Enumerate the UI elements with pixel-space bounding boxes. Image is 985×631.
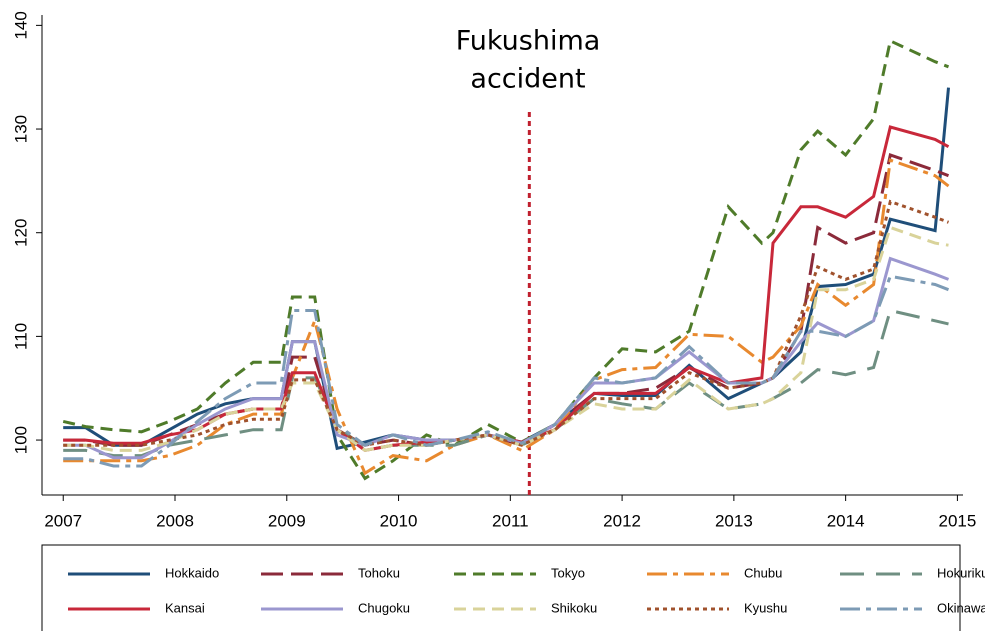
series-line — [62, 38, 950, 481]
x-tick-label: 2015 — [938, 511, 976, 530]
legend-box — [41, 544, 961, 631]
legend-label: Tohoku — [358, 565, 400, 580]
x-tick-label: 2014 — [827, 511, 865, 530]
x-tick-label: 2013 — [715, 511, 753, 530]
x-tick-label: 2007 — [44, 511, 82, 530]
legend-label: Kyushu — [744, 600, 787, 615]
annotation: accident — [470, 64, 585, 95]
legend-label: Okinawa — [937, 600, 985, 615]
legend-label: Hokkaido — [165, 565, 219, 580]
series-line — [63, 199, 950, 447]
legend-label: Hokuriku — [937, 565, 985, 580]
legend-label: Kansai — [165, 600, 205, 615]
y-tick-label: 130 — [11, 115, 30, 143]
series-line — [63, 274, 950, 468]
y-tick-label: 110 — [11, 323, 30, 350]
series-line — [63, 225, 949, 452]
legend-label: Shikoku — [551, 600, 597, 615]
series-line — [63, 87, 950, 451]
annotation: Fukushima — [456, 26, 601, 57]
x-tick-label: 2009 — [268, 511, 306, 530]
legend-label: Chugoku — [358, 600, 410, 615]
y-tick-label: 120 — [11, 219, 30, 247]
series-line — [63, 256, 950, 460]
x-tick-label: 2011 — [492, 511, 529, 530]
legend-label: Chubu — [744, 565, 782, 580]
y-tick-label: 100 — [11, 426, 30, 454]
legend-label: Tokyo — [551, 565, 585, 580]
y-tick-label: 140 — [11, 11, 30, 39]
x-tick-label: 2010 — [380, 511, 418, 530]
x-tick-label: 2008 — [156, 511, 194, 530]
x-tick-label: 2012 — [603, 511, 641, 530]
series-line — [63, 153, 950, 447]
